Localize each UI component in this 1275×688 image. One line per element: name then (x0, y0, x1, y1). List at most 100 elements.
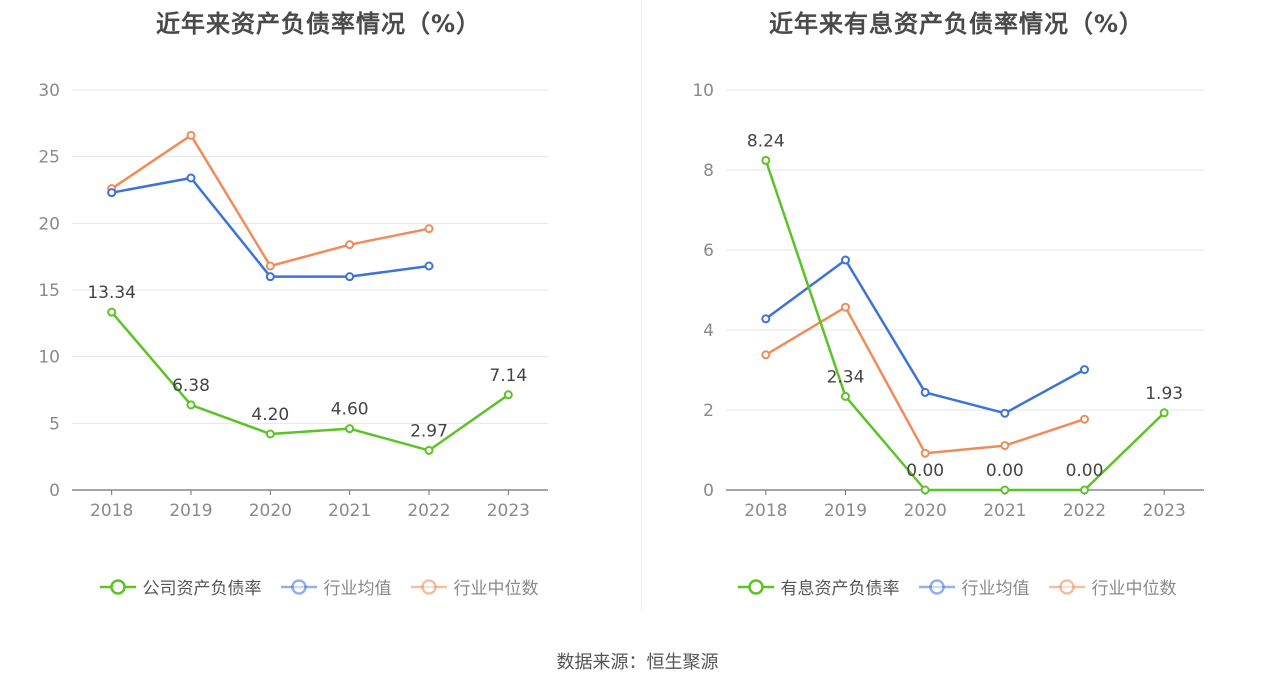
series-line-0 (110, 311, 510, 452)
panel-divider (641, 0, 642, 612)
data-point (186, 400, 196, 410)
data-point (1000, 441, 1010, 451)
legend-item-2[interactable]: 行业中位数 (410, 574, 539, 599)
y-tick-label: 0 (49, 481, 60, 501)
x-tick-label: 2021 (983, 501, 1026, 521)
y-tick-label: 10 (692, 81, 714, 101)
y-tick-label: 25 (38, 148, 60, 168)
data-label: 13.34 (87, 283, 136, 303)
x-tick-label: 2018 (90, 501, 133, 521)
data-label: 0.00 (1066, 461, 1104, 481)
legend-label: 行业均值 (323, 579, 392, 599)
data-label: 2.34 (827, 367, 865, 387)
data-point (1159, 408, 1169, 418)
x-tick-label: 2020 (249, 501, 292, 521)
data-point (1080, 365, 1089, 375)
data-point (107, 307, 117, 317)
data-point (186, 173, 196, 183)
data-point (761, 314, 771, 324)
data-point (345, 272, 355, 282)
x-tick-label: 2018 (744, 501, 787, 521)
data-label: 8.24 (747, 131, 785, 151)
legend-marker-icon (1048, 578, 1085, 595)
data-point (424, 224, 434, 234)
x-tick-label: 2023 (1143, 501, 1186, 521)
x-tick-label: 2022 (1063, 501, 1106, 521)
data-label: 2.97 (410, 421, 448, 441)
data-point (920, 387, 930, 397)
right-chart-title: 近年来有息资产负债率情况（%） (768, 10, 1145, 38)
x-tick-label: 2022 (407, 501, 450, 521)
data-point (424, 261, 434, 271)
data-point (761, 350, 771, 360)
data-label: 0.00 (986, 461, 1024, 481)
data-point (1000, 408, 1010, 418)
left-chart-legend: 公司资产负债率 行业均值 行业中位数 (0, 574, 637, 599)
data-point (186, 130, 196, 140)
data-point (920, 448, 930, 458)
data-point (841, 302, 850, 312)
y-tick-label: 2 (703, 401, 714, 421)
data-point (1080, 414, 1089, 424)
left-chart-plot: 0 5 10 15 20 25 30 2018 2019 2020 2021 2022 2023 13.3… (38, 81, 548, 521)
right-chart-plot: 0 2 4 6 8 10 2018 2019 2020 2021 2022 2023 8.24 2.34 0… (692, 81, 1204, 521)
y-tick-label: 4 (703, 321, 714, 341)
series-line-0 (764, 160, 1166, 492)
data-point (265, 261, 275, 271)
data-label: 0.00 (906, 461, 944, 481)
legend-item-1[interactable]: 行业均值 (280, 574, 392, 599)
data-label: 6.38 (172, 376, 210, 396)
y-tick-label: 6 (703, 241, 714, 261)
left-chart-panel: 近年来资产负债率情况（%） 0 5 10 15 20 25 30 2018 2019 2020 20… (0, 0, 637, 620)
legend-marker-icon (737, 578, 774, 595)
left-chart-title: 近年来资产负债率情况（%） (155, 10, 482, 38)
y-tick-label: 30 (38, 81, 60, 101)
legend-marker-icon (410, 578, 447, 595)
legend-label: 有息资产负债率 (780, 579, 900, 599)
legend-item-0[interactable]: 公司资产负债率 (99, 574, 262, 599)
data-point (920, 485, 930, 495)
x-tick-label: 2023 (487, 501, 530, 521)
data-label: 4.20 (251, 405, 289, 425)
series-line-2 (110, 134, 430, 268)
data-point (265, 429, 275, 439)
data-point (1000, 485, 1010, 495)
data-point (761, 155, 771, 165)
x-tick-label: 2019 (824, 501, 867, 521)
legend-label: 公司资产负债率 (142, 579, 262, 599)
legend-label: 行业均值 (961, 579, 1030, 599)
x-tick-label: 2020 (904, 501, 947, 521)
series-line-2 (765, 305, 1085, 455)
data-point (345, 240, 355, 250)
y-tick-label: 5 (49, 414, 60, 434)
data-label: 4.60 (331, 400, 369, 420)
legend-label: 行业中位数 (453, 579, 539, 599)
legend-label: 行业中位数 (1091, 579, 1177, 599)
y-tick-label: 10 (38, 348, 60, 368)
data-point (345, 424, 355, 434)
data-point (503, 390, 513, 400)
y-tick-label: 15 (38, 281, 60, 301)
y-tick-label: 0 (703, 481, 714, 501)
data-label: 7.14 (489, 366, 527, 386)
data-label: 1.93 (1145, 384, 1183, 404)
data-point (265, 272, 275, 282)
data-source-footer: 数据来源：恒生聚源 (556, 652, 719, 673)
data-point (841, 391, 850, 401)
data-point (107, 188, 117, 198)
legend-item-0[interactable]: 有息资产负债率 (737, 574, 900, 599)
legend-marker-icon (99, 578, 136, 595)
legend-marker-icon (918, 578, 955, 595)
legend-item-2[interactable]: 行业中位数 (1048, 574, 1177, 599)
right-chart-legend: 有息资产负债率 行业均值 行业中位数 (638, 574, 1275, 599)
legend-item-1[interactable]: 行业均值 (918, 574, 1030, 599)
data-point (841, 255, 850, 265)
data-point (424, 445, 434, 455)
y-tick-label: 20 (38, 214, 60, 234)
legend-marker-icon (280, 578, 317, 595)
x-tick-label: 2019 (169, 501, 212, 521)
data-point (1080, 485, 1089, 495)
x-tick-label: 2021 (328, 501, 371, 521)
y-tick-label: 8 (703, 161, 714, 181)
right-chart-panel: 近年来有息资产负债率情况（%） 0 2 4 6 8 10 2018 2019 2020 2021 2… (638, 0, 1275, 620)
